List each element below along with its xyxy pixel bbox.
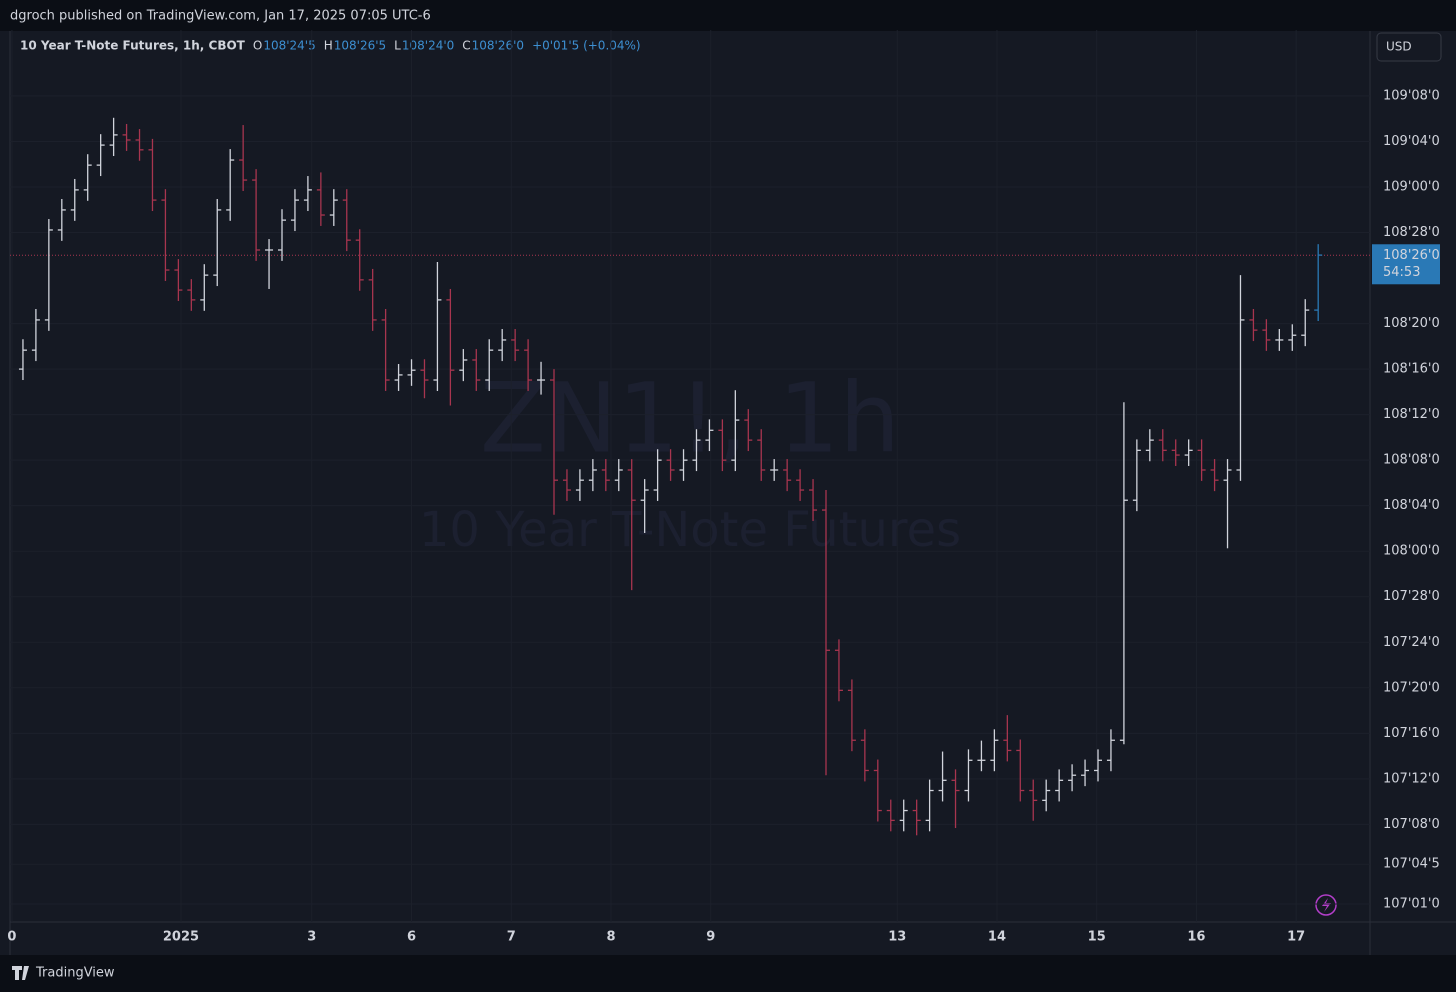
publish-info: dgroch published on TradingView.com, Jan…	[10, 9, 431, 24]
x-tick-label: 9	[706, 930, 715, 945]
y-tick-label: 107'28'0	[1383, 589, 1440, 604]
x-tick-label: 0	[7, 930, 16, 945]
bars	[18, 117, 1323, 836]
chart-title: 10 Year T-Note Futures, 1h, CBOT	[20, 39, 246, 53]
x-tick-label: 15	[1088, 930, 1106, 945]
legend-key: C	[462, 39, 470, 53]
x-tick-label: 13	[888, 930, 906, 945]
y-tick-label: 108'08'0	[1383, 453, 1440, 468]
y-tick-label: 107'08'0	[1383, 817, 1440, 832]
x-tick-label: 6	[407, 930, 416, 945]
y-tick-label: 107'16'0	[1383, 726, 1440, 741]
legend-value: 108'26'0	[472, 39, 524, 53]
currency[interactable]: USD	[1386, 40, 1412, 54]
x-tick-label: 8	[606, 930, 615, 945]
legend-value: 108'24'5	[263, 39, 315, 53]
y-tick-label: 109'00'0	[1383, 179, 1440, 194]
y-tick-label: 108'00'0	[1383, 544, 1440, 559]
footer-bar	[0, 955, 1456, 992]
y-tick-label: 108'20'0	[1383, 316, 1440, 331]
y-tick-label: 109'08'0	[1383, 88, 1440, 103]
currency-button[interactable]	[1376, 32, 1442, 62]
y-tick-label: 108'04'0	[1383, 498, 1440, 513]
last-price-label: 108'26'0	[1383, 248, 1440, 263]
watermark: 10 Year T-Note Futures	[419, 502, 961, 558]
y-tick-label: 109'04'0	[1383, 134, 1440, 149]
last-price-box	[1372, 244, 1440, 285]
y-tick-label: 107'01'0	[1383, 897, 1440, 912]
watermark: ZN1!, 1h	[480, 362, 900, 474]
y-tick-label: 108'16'0	[1383, 362, 1440, 377]
x-tick-label: 2025	[163, 930, 199, 945]
x-tick-label: 17	[1287, 930, 1305, 945]
alert-icon[interactable]	[1315, 894, 1337, 916]
header-bar	[0, 0, 1456, 31]
y-tick-label: 107'04'5	[1383, 857, 1440, 872]
x-tick-label: 14	[988, 930, 1006, 945]
alert-icon[interactable]	[1322, 898, 1331, 912]
y-tick-label: 107'12'0	[1383, 771, 1440, 786]
legend-key: L	[394, 39, 401, 53]
y-tick-label: 107'20'0	[1383, 680, 1440, 695]
legend-value: 108'24'0	[402, 39, 454, 53]
legend-change: +0'01'5 (+0.04%)	[532, 39, 641, 53]
legend-key: O	[253, 39, 262, 53]
countdown: 54:53	[1383, 265, 1420, 280]
y-tick-label: 107'24'0	[1383, 635, 1440, 650]
x-tick-label: 16	[1187, 930, 1205, 945]
x-tick-label: 7	[507, 930, 516, 945]
y-tick-label: 108'28'0	[1383, 225, 1440, 240]
y-tick-label: 108'12'0	[1383, 407, 1440, 422]
legend-key: H	[324, 39, 333, 53]
brand: TradingView	[35, 966, 115, 981]
logo	[12, 966, 29, 980]
x-tick-label: 3	[307, 930, 316, 945]
legend-value: 108'26'5	[334, 39, 386, 53]
